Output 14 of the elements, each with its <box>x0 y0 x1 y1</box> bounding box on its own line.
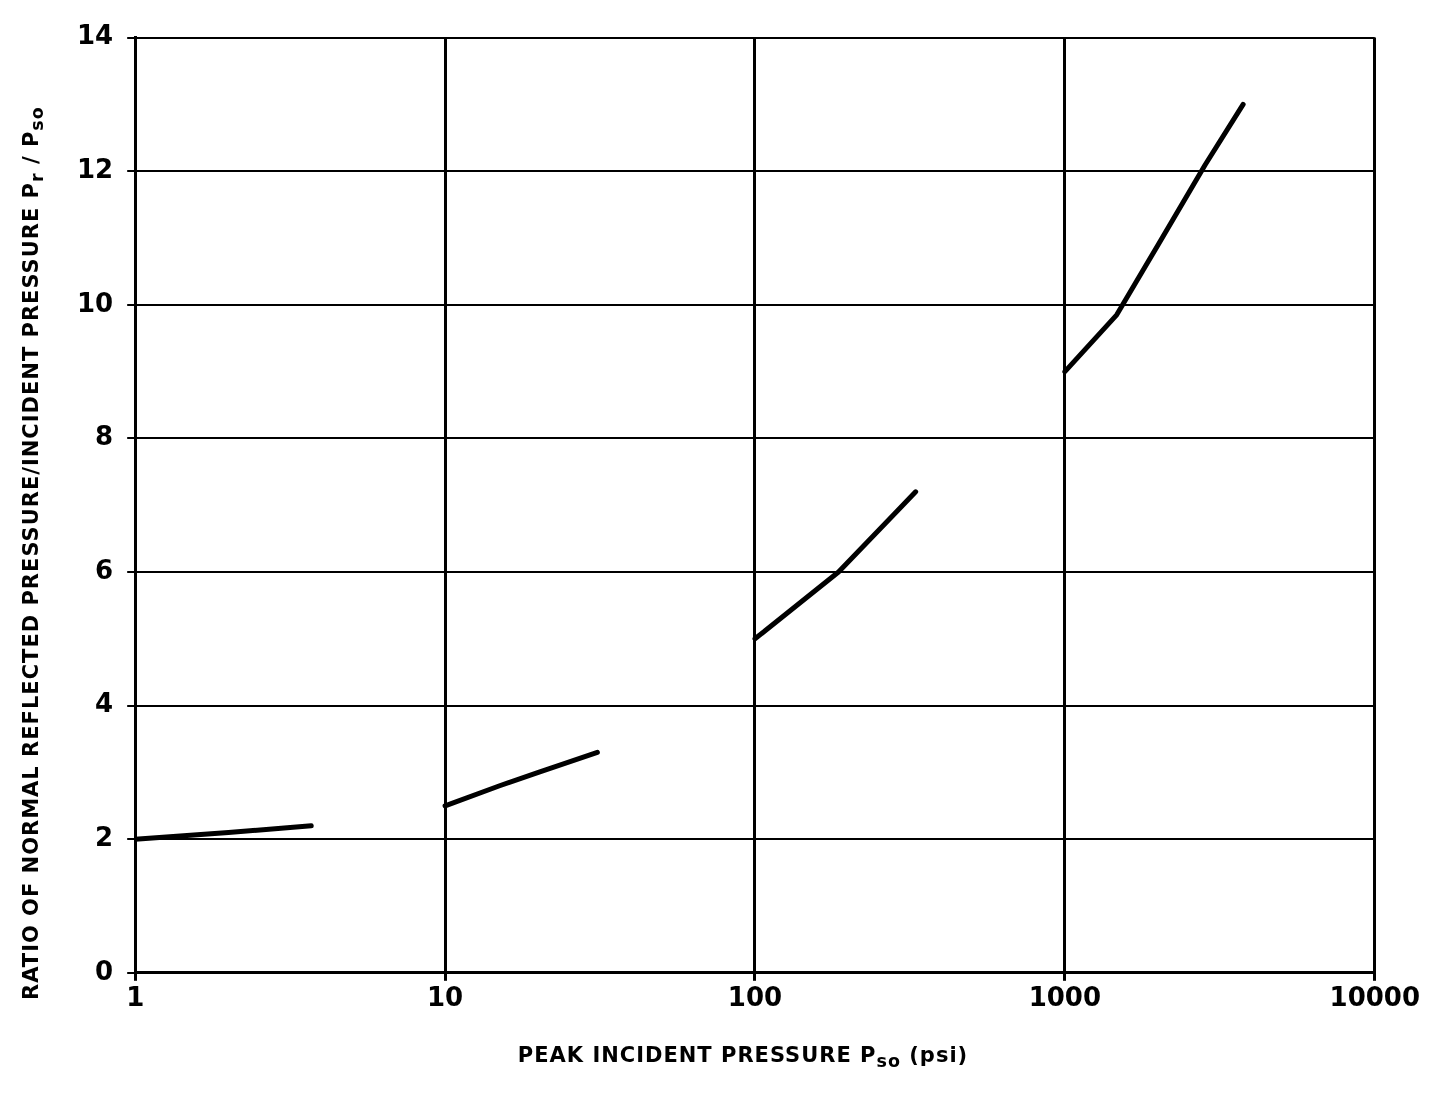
y-tick-label: 12 <box>76 153 114 184</box>
y-tick-label: 6 <box>95 554 114 585</box>
y-tick-label: 14 <box>76 20 114 51</box>
x-tick-label: 10 <box>426 982 464 1013</box>
y-tick-label: 4 <box>95 688 114 719</box>
x-tick-label: 10000 <box>1329 982 1421 1013</box>
y-tick-label: 8 <box>95 421 114 452</box>
x-tick-label: 1 <box>126 982 145 1013</box>
x-tick-label: 100 <box>727 982 783 1013</box>
x-axis-title: PEAK INCIDENT PRESSURE P$_{so}$ (psi) <box>516 1043 970 1072</box>
y-tick-label: 10 <box>76 287 114 318</box>
x-tick-label: 1000 <box>1028 982 1102 1013</box>
y-tick-label: 0 <box>95 955 114 986</box>
y-tick-label: 2 <box>95 821 114 852</box>
